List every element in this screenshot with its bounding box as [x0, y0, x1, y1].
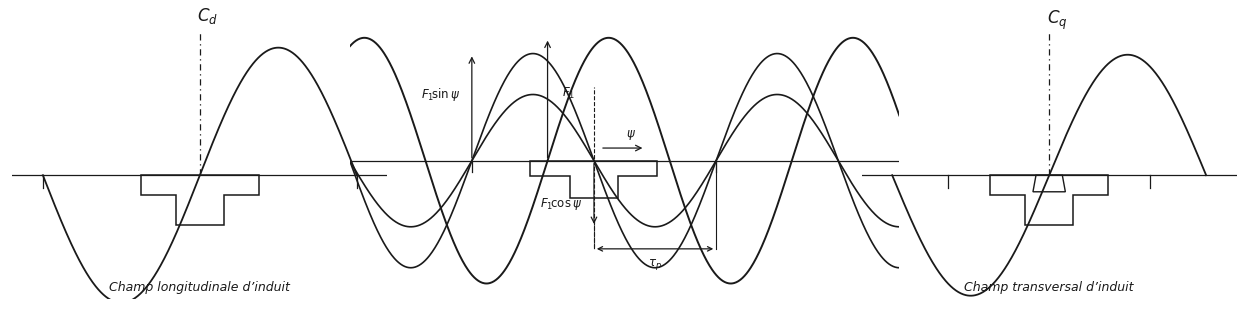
- Text: $F_1\!\sin\psi$: $F_1\!\sin\psi$: [421, 86, 460, 103]
- Text: $\psi$: $\psi$: [626, 128, 636, 142]
- Text: Champ transversal d’induit: Champ transversal d’induit: [964, 281, 1134, 294]
- Text: $C_q$: $C_q$: [1047, 9, 1068, 32]
- Text: $F_1$: $F_1$: [562, 86, 576, 100]
- Text: $\tau_p$: $\tau_p$: [648, 257, 662, 272]
- Text: $F_1\!\cos\psi$: $F_1\!\cos\psi$: [540, 196, 582, 212]
- Text: $C_d$: $C_d$: [197, 6, 219, 26]
- Text: Champ longitudinale d’induit: Champ longitudinale d’induit: [110, 281, 290, 294]
